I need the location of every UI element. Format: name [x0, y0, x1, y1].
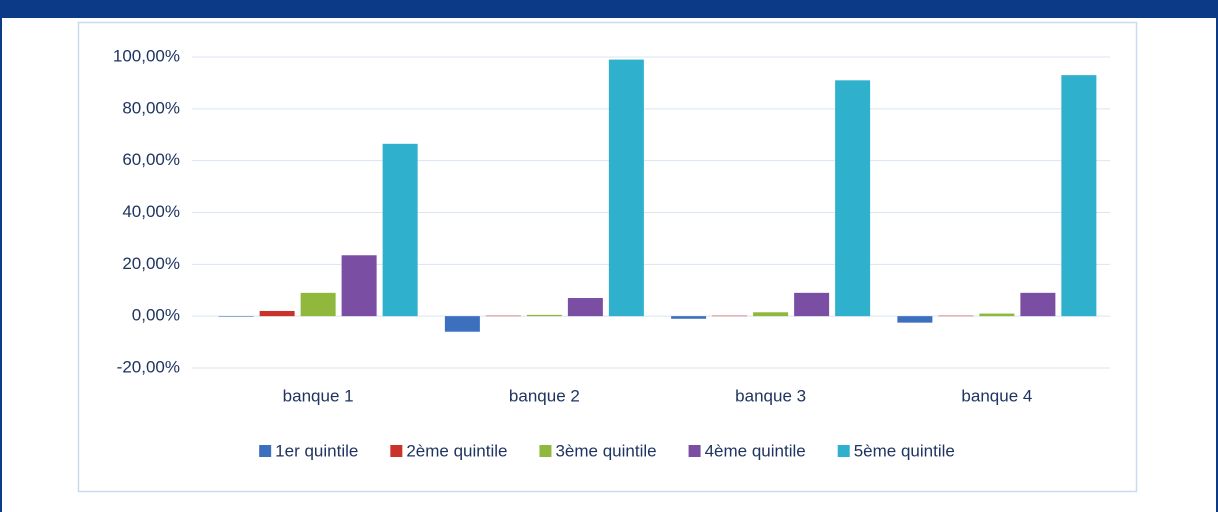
y-tick-label: 40,00%: [122, 202, 180, 221]
x-tick-label: banque 3: [735, 386, 806, 405]
legend-label: 1er quintile: [275, 441, 358, 460]
legend-label: 3ème quintile: [555, 441, 656, 460]
y-tick-label: 100,00%: [113, 46, 180, 65]
legend-swatch: [688, 445, 701, 457]
y-tick-label: 20,00%: [122, 254, 180, 273]
legend-swatch: [390, 445, 403, 457]
bar: [341, 255, 377, 317]
bar: [382, 143, 418, 317]
bar: [567, 298, 603, 317]
bar: [218, 316, 254, 317]
x-tick-label: banque 1: [283, 386, 354, 405]
bar: [608, 59, 644, 317]
bar: [794, 292, 830, 317]
legend-label: 4ème quintile: [705, 441, 806, 460]
y-tick-label: 0,00%: [132, 306, 180, 325]
bar: [259, 310, 295, 317]
y-tick-label: 60,00%: [122, 150, 180, 169]
legend-label: 5ème quintile: [854, 441, 955, 460]
bar: [526, 314, 562, 317]
bar: [897, 316, 933, 323]
bar: [979, 313, 1015, 317]
bar: [753, 312, 789, 317]
bar: [1020, 292, 1056, 317]
bar: [671, 316, 707, 319]
legend-swatch: [539, 445, 552, 457]
legend-swatch: [259, 445, 272, 457]
bar: [712, 315, 748, 317]
y-tick-label: -20,00%: [117, 357, 180, 376]
bar: [444, 316, 480, 332]
bar: [485, 315, 521, 317]
frame-right: [1216, 0, 1218, 512]
bar: [1061, 75, 1097, 317]
top-bar: [0, 0, 1218, 18]
bar: [938, 315, 974, 317]
bar: [835, 80, 871, 317]
bar: [300, 292, 336, 317]
frame-left: [0, 0, 2, 512]
x-tick-label: banque 2: [509, 386, 580, 405]
y-tick-label: 80,00%: [122, 98, 180, 117]
legend-label: 2ème quintile: [406, 441, 507, 460]
legend-swatch: [837, 445, 850, 457]
chart-box: [77, 21, 1138, 493]
x-tick-label: banque 4: [961, 386, 1032, 405]
